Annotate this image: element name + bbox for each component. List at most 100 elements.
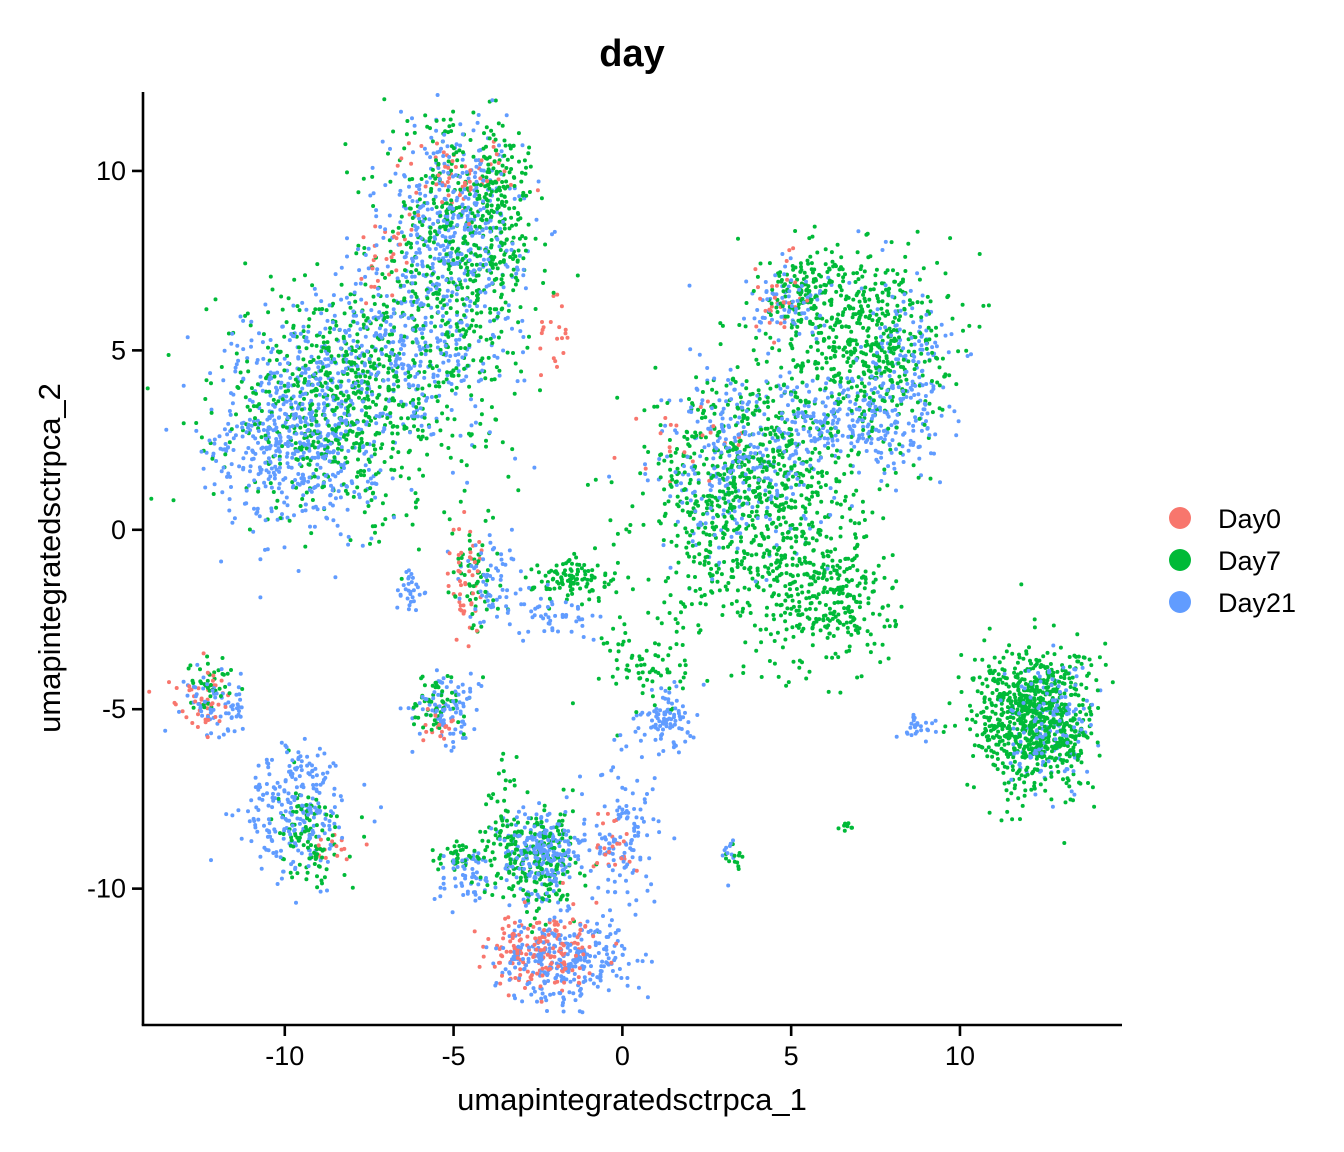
data-point [471, 154, 476, 159]
data-point [467, 192, 472, 197]
data-point [703, 415, 708, 420]
data-point [505, 588, 510, 593]
data-point [377, 385, 382, 389]
data-point [576, 857, 581, 862]
data-point [267, 358, 272, 363]
data-point [377, 539, 382, 544]
data-point [433, 246, 438, 251]
data-point [723, 500, 728, 505]
data-point [751, 455, 756, 460]
data-point [781, 515, 786, 520]
data-point [792, 550, 797, 555]
data-point [482, 131, 486, 136]
data-point [706, 443, 711, 448]
data-point [729, 539, 734, 544]
data-point [801, 482, 806, 487]
data-point [321, 334, 326, 339]
data-point [726, 544, 730, 549]
data-point [825, 553, 830, 558]
data-point [767, 659, 772, 663]
data-point [363, 274, 368, 279]
data-point [818, 485, 823, 490]
data-point [752, 475, 757, 480]
data-point [771, 449, 776, 454]
data-point [367, 460, 372, 464]
data-point [484, 582, 489, 587]
data-point [404, 426, 409, 430]
data-point [498, 981, 503, 986]
data-point [780, 434, 785, 439]
data-point [445, 370, 450, 375]
data-point [639, 755, 644, 760]
data-point [362, 353, 367, 358]
data-point [674, 698, 679, 703]
data-point [281, 393, 286, 398]
data-point [669, 539, 674, 544]
data-point [276, 446, 281, 451]
data-point [407, 184, 411, 189]
data-point [488, 563, 493, 568]
data-point [681, 625, 686, 630]
data-point [686, 540, 691, 545]
data-point [334, 323, 339, 328]
data-point [735, 588, 740, 593]
data-point [450, 333, 455, 338]
data-point [709, 500, 714, 505]
data-point [693, 575, 697, 579]
data-point [516, 248, 521, 253]
data-point [465, 285, 470, 290]
data-point [457, 328, 462, 333]
data-point [461, 701, 466, 706]
data-point [825, 549, 830, 554]
data-point [299, 764, 303, 769]
data-point [449, 276, 454, 281]
data-point [347, 333, 352, 338]
data-point [698, 454, 703, 459]
data-point [194, 428, 199, 433]
data-point [728, 502, 733, 507]
data-point [547, 946, 552, 951]
data-point [456, 373, 461, 378]
data-point [770, 317, 774, 322]
data-point [489, 605, 494, 610]
data-point [256, 489, 261, 494]
data-point [737, 449, 742, 454]
data-point [314, 467, 319, 472]
data-point [790, 574, 795, 579]
data-point [790, 598, 795, 603]
data-point [271, 490, 276, 494]
data-point [682, 434, 687, 439]
data-point [827, 606, 832, 611]
data-point [582, 817, 587, 822]
data-point [842, 569, 847, 574]
data-point [339, 379, 344, 384]
data-point [792, 463, 797, 468]
data-point [388, 146, 392, 151]
data-point [633, 729, 638, 734]
data-point [769, 304, 774, 309]
data-point [398, 220, 403, 225]
data-point [451, 234, 456, 239]
data-point [742, 463, 747, 467]
data-point [468, 277, 473, 282]
data-point [432, 379, 437, 384]
data-point [434, 394, 439, 399]
data-point [866, 596, 871, 601]
data-point [369, 372, 374, 377]
data-point [890, 553, 895, 558]
data-point [912, 393, 917, 397]
data-point [793, 364, 798, 369]
data-point [844, 649, 849, 654]
data-point [410, 575, 415, 580]
data-point [446, 228, 451, 233]
data-point [949, 332, 954, 337]
data-point [687, 586, 692, 591]
data-point [495, 606, 500, 611]
data-point [642, 408, 647, 413]
data-point [410, 216, 415, 220]
data-point [689, 602, 694, 607]
data-point [285, 353, 290, 358]
data-point [757, 492, 762, 497]
data-point [303, 544, 308, 549]
data-point [361, 369, 365, 374]
